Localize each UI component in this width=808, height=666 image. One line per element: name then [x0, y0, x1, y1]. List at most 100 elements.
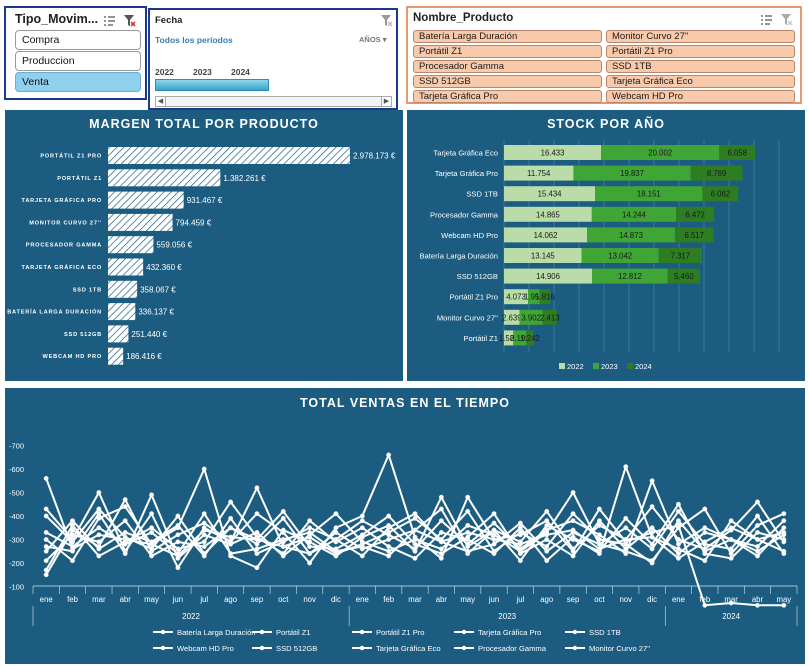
data-point — [702, 602, 708, 608]
timeline-scrollbar[interactable]: ◀ ▶ — [155, 96, 392, 107]
data-label: 12.812 — [618, 272, 642, 281]
data-point — [201, 525, 207, 531]
stock-bar-2022 — [504, 227, 588, 243]
data-point — [201, 466, 207, 472]
legend-marker — [461, 645, 467, 651]
stock-bar-2023 — [591, 206, 677, 222]
margen-bar — [108, 347, 124, 365]
multi-select-icon[interactable] — [103, 14, 116, 27]
x-month-label: oct — [594, 595, 605, 604]
data-label: 1.959 — [524, 293, 544, 302]
data-point — [254, 541, 260, 547]
legend-marker — [359, 629, 365, 635]
data-point — [517, 546, 523, 552]
x-month-label: mar — [92, 595, 106, 604]
data-point — [596, 541, 602, 547]
data-point — [728, 555, 734, 561]
producto-option[interactable]: SSD 1TB — [606, 60, 795, 73]
slicer-title: Tipo_Movim... — [15, 12, 99, 26]
category-label: SSD 512GB — [457, 272, 498, 281]
clear-filter-icon[interactable] — [780, 13, 793, 26]
data-point — [359, 518, 365, 524]
producto-option[interactable]: SSD 512GB — [413, 75, 602, 88]
data-point — [175, 513, 181, 519]
tipo-option-compra[interactable]: Compra — [15, 30, 141, 50]
data-point — [359, 525, 365, 531]
data-point — [175, 565, 181, 571]
legend-marker — [160, 645, 166, 651]
stock-bar-2024 — [539, 289, 551, 305]
data-point — [96, 506, 102, 512]
data-point — [254, 511, 260, 517]
scroll-left-icon[interactable]: ◀ — [155, 96, 166, 107]
multi-select-icon[interactable] — [760, 13, 773, 26]
timeline-year: 2022 — [155, 67, 174, 77]
data-point — [201, 544, 207, 550]
data-point — [675, 518, 681, 524]
stock-bar-2024 — [658, 248, 702, 263]
margen-bar — [108, 303, 136, 321]
tipo-option-produccion[interactable]: Produccion — [15, 51, 141, 71]
data-point — [149, 530, 155, 535]
data-point — [43, 548, 49, 554]
producto-option[interactable]: Procesador Gamma — [413, 60, 602, 73]
data-point — [675, 546, 681, 552]
producto-option[interactable]: Portátil Z1 — [413, 45, 602, 58]
x-month-label: oct — [278, 595, 289, 604]
producto-option[interactable]: Batería Larga Duración — [413, 30, 602, 43]
producto-option[interactable]: Webcam HD Pro — [606, 90, 795, 103]
margen-bar — [108, 236, 154, 254]
clear-filter-icon[interactable] — [380, 14, 393, 27]
data-point — [201, 520, 207, 526]
data-label: 19.837 — [620, 169, 644, 178]
data-point — [386, 522, 392, 528]
legend-swatch — [593, 363, 599, 369]
data-label: 11.754 — [527, 169, 551, 178]
time-unit-dropdown[interactable]: AÑOS ▾ — [359, 35, 387, 44]
x-month-label: nov — [303, 595, 316, 604]
data-point — [491, 541, 497, 547]
legend-label: 2024 — [635, 362, 652, 371]
data-point — [702, 546, 708, 552]
data-label: 6.062 — [711, 190, 731, 199]
chart-title: MARGEN TOTAL POR PRODUCTO — [89, 117, 319, 131]
legend-label: SSD 512GB — [276, 644, 317, 653]
legend-marker — [259, 629, 265, 635]
data-point — [728, 527, 734, 533]
data-point — [755, 499, 760, 505]
data-label: 931.467 € — [187, 196, 223, 205]
data-point — [728, 518, 734, 524]
data-point — [307, 530, 313, 535]
data-point — [755, 522, 760, 528]
data-point — [386, 452, 392, 458]
data-label: 14.865 — [536, 210, 561, 219]
timeline-range-bar[interactable] — [155, 79, 269, 91]
x-month-label: abr — [120, 595, 132, 604]
data-point — [623, 551, 629, 557]
stock-bar-2022 — [504, 330, 514, 346]
producto-option[interactable]: Monitor Curvo 27'' — [606, 30, 795, 43]
clear-filter-icon[interactable] — [123, 14, 136, 27]
data-point — [412, 546, 418, 552]
data-point — [728, 537, 734, 542]
x-month-label: may — [776, 595, 791, 604]
x-year-label: 2022 — [182, 612, 200, 621]
timeline-year: 2024 — [231, 67, 250, 77]
x-month-label: feb — [67, 595, 79, 604]
tipo-option-venta[interactable]: Venta — [15, 72, 141, 92]
data-point — [228, 551, 234, 557]
margen-bar — [108, 213, 173, 231]
scroll-right-icon[interactable]: ▶ — [381, 96, 392, 107]
producto-option[interactable]: Tarjeta Gráfica Eco — [606, 75, 795, 88]
data-point — [122, 518, 128, 524]
producto-option[interactable]: Tarjeta Gráfica Pro — [413, 90, 602, 103]
stock-bar-2024 — [719, 145, 756, 160]
stock-bar-2022 — [504, 206, 592, 222]
data-point — [491, 520, 497, 526]
data-point — [781, 602, 787, 608]
category-label: Portátil Z1 — [463, 334, 498, 343]
data-point — [412, 555, 418, 561]
data-point — [728, 600, 734, 606]
data-point — [649, 525, 655, 531]
producto-option[interactable]: Portátil Z1 Pro — [606, 45, 795, 58]
